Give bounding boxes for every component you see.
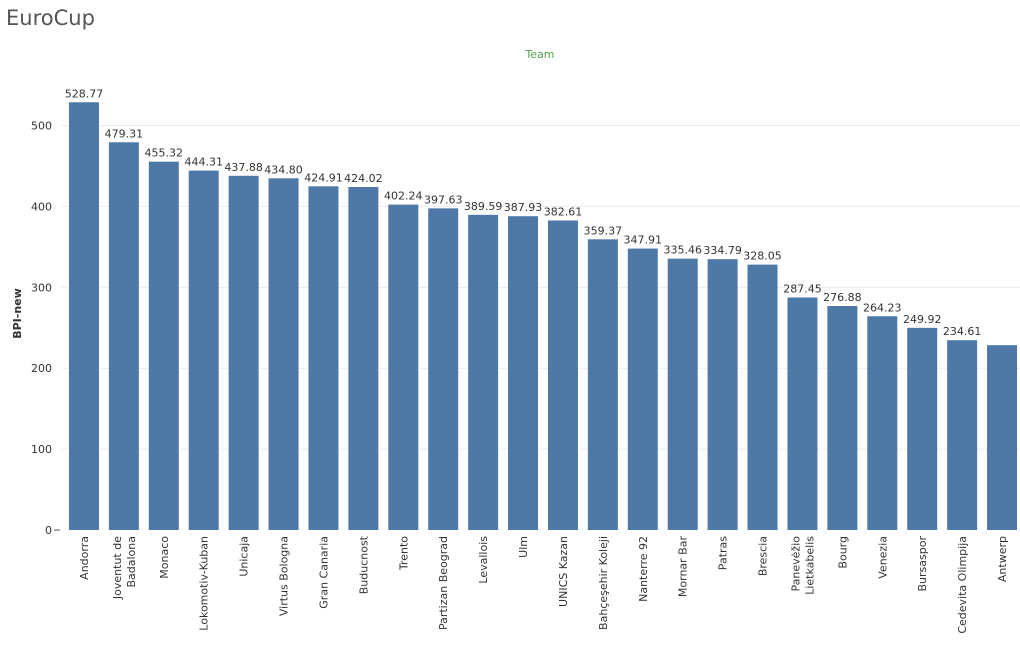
- data-label: 382.61: [544, 205, 583, 218]
- data-label: 234.61: [943, 325, 982, 338]
- column-header: Team: [524, 48, 554, 61]
- bar: [268, 178, 299, 530]
- bar: [587, 239, 618, 530]
- data-label: 249.92: [903, 313, 942, 326]
- data-label: 276.88: [823, 291, 862, 304]
- bar: [228, 175, 259, 530]
- data-label: 264.23: [863, 301, 902, 314]
- bar: [388, 204, 419, 530]
- data-label: 328.05: [743, 250, 782, 263]
- x-category-label: Nanterre 92: [637, 536, 650, 602]
- data-label: 444.31: [184, 156, 223, 169]
- data-label: 347.91: [624, 234, 663, 247]
- bar: [987, 345, 1018, 530]
- y-tick-label: 400: [31, 200, 52, 213]
- bar: [188, 170, 219, 530]
- data-label: 437.88: [224, 161, 263, 174]
- bar: [947, 340, 978, 530]
- bar: [508, 216, 539, 531]
- x-category-label: Buducnost: [357, 535, 370, 594]
- bar: [707, 259, 738, 530]
- data-label: 424.02: [344, 172, 383, 185]
- bar: [747, 264, 778, 530]
- x-category-label: UNICS Kazan: [557, 536, 570, 607]
- x-category-label: Bursaspor: [916, 536, 929, 592]
- bar: [308, 186, 339, 530]
- data-label: 424.91: [304, 171, 343, 184]
- data-label: 434.80: [264, 163, 303, 176]
- x-category-label: Cedevita Olimpija: [956, 536, 969, 634]
- x-category-label: Bourg: [836, 536, 849, 569]
- x-category-label: Brescia: [757, 536, 770, 576]
- bar: [907, 327, 938, 530]
- x-axis-categories: Andorra Joventut de Badalona Monaco Lokomoti…: [78, 535, 1009, 633]
- x-category-label: Lokomotiv-Kuban: [198, 536, 211, 631]
- x-category-label: Lietkabelis: [803, 536, 816, 595]
- y-axis-title: BPI-new: [11, 288, 24, 339]
- bar: [68, 102, 99, 530]
- data-label: 528.77: [65, 87, 104, 100]
- data-label: 359.37: [584, 224, 623, 237]
- x-category-label: Bahçeşehir Koleji: [597, 536, 610, 630]
- x-category-label: Badalona: [125, 536, 138, 588]
- x-category-label: Virtus Bologna: [278, 536, 291, 616]
- bar: [428, 208, 459, 530]
- bar: [627, 248, 658, 530]
- bar: [547, 220, 578, 530]
- x-category-label: Joventut de: [111, 536, 124, 600]
- data-label: 397.63: [424, 193, 463, 206]
- y-tick-label: 500: [31, 120, 52, 133]
- x-category-label: Ulm: [517, 536, 530, 558]
- bar: [867, 316, 898, 530]
- x-category-label: Venezia: [876, 536, 889, 579]
- bar: [667, 258, 698, 530]
- y-axis: 0 100 200 300 400 500: [31, 120, 60, 537]
- x-category-label: Levallois: [477, 536, 490, 584]
- bar: [468, 214, 499, 530]
- x-category-label: Mornar Bar: [677, 536, 690, 598]
- data-label: 402.24: [384, 190, 423, 203]
- x-category-label: Antwerp: [996, 536, 1009, 582]
- bar: [348, 186, 379, 530]
- x-category-label: Patras: [717, 536, 730, 570]
- bar: [787, 297, 818, 530]
- y-tick-label: 100: [31, 443, 52, 456]
- bar: [148, 161, 179, 530]
- page-title: EuroCup: [6, 6, 95, 30]
- x-category-label: Trento: [397, 536, 410, 571]
- x-category-label: Andorra: [78, 536, 91, 580]
- bar: [827, 306, 858, 530]
- data-label: 455.32: [145, 147, 184, 160]
- data-label: 387.93: [504, 201, 543, 214]
- y-tick-label: 0: [45, 524, 52, 537]
- gridlines: [62, 125, 1020, 450]
- bar: [108, 142, 139, 530]
- x-category-label: Monaco: [158, 536, 171, 579]
- x-category-label: Gran Canaria: [317, 536, 330, 609]
- bars: [68, 102, 1018, 531]
- data-label: 479.31: [105, 127, 144, 140]
- x-category-label: Partizan Beograd: [437, 536, 450, 630]
- data-label: 334.79: [703, 244, 742, 257]
- y-tick-label: 300: [31, 281, 52, 294]
- data-label: 335.46: [663, 244, 702, 257]
- data-label: 287.45: [783, 282, 822, 295]
- x-category-label: Unicaja: [238, 536, 251, 577]
- x-category-label: Panevėžio: [789, 536, 802, 592]
- data-label: 389.59: [464, 200, 503, 213]
- y-tick-label: 200: [31, 362, 52, 375]
